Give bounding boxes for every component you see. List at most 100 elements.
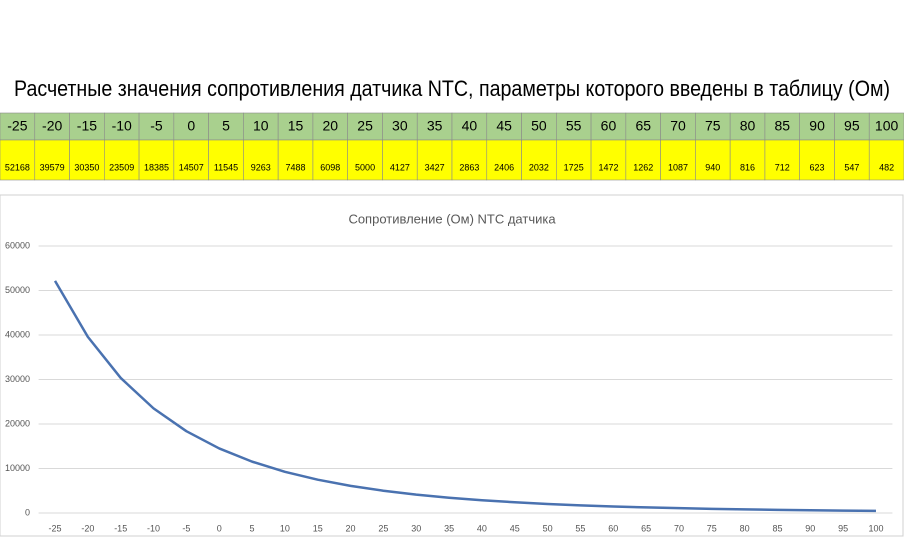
header-cell: [416, 112, 453, 141]
value-cell: [104, 139, 140, 181]
y-tick-label: 60000: [5, 240, 30, 250]
x-tick-label: 35: [444, 523, 454, 533]
value-text: 4127: [390, 162, 410, 172]
header-cell: [208, 112, 244, 141]
header-text: 75: [705, 118, 721, 134]
header-text: 85: [775, 118, 791, 134]
header-text: 5: [222, 118, 230, 134]
value-cell: [695, 139, 731, 181]
y-tick-label: 10000: [5, 463, 30, 473]
value-cell: [625, 139, 661, 181]
header-text: -5: [150, 118, 163, 134]
value-cell: [243, 139, 279, 181]
x-tick-label: 45: [510, 523, 520, 533]
value-text: 30350: [74, 162, 99, 172]
x-tick-label: 10: [280, 523, 290, 533]
header-text: 50: [531, 118, 547, 134]
heading: Расчетные значения сопротивления датчика…: [14, 76, 890, 101]
x-tick-label: 25: [378, 523, 388, 533]
value-text: 2863: [459, 162, 479, 172]
header-text: 70: [670, 118, 686, 134]
x-tick-label: 70: [674, 523, 684, 533]
value-cell: [799, 139, 835, 181]
y-tick-label: 40000: [5, 329, 30, 339]
header-cell: [590, 112, 627, 141]
value-text: 6098: [320, 162, 340, 172]
value-text: 5000: [355, 162, 375, 172]
x-tick-label: 60: [608, 523, 618, 533]
header-cell: [625, 112, 661, 141]
chart-title: Сопротивление (Ом) NTC датчика: [348, 211, 556, 226]
y-tick-label: 50000: [5, 285, 30, 295]
value-text: 39579: [40, 162, 65, 172]
value-text: 1087: [668, 162, 688, 172]
value-text: 7488: [286, 162, 306, 172]
value-text: 18385: [144, 162, 169, 172]
chart-area: [0, 194, 904, 537]
x-tick-label: -5: [182, 523, 190, 533]
x-tick-label: 90: [805, 523, 815, 533]
value-cell: [451, 139, 488, 181]
header-cell: [0, 112, 36, 141]
x-tick-label: -10: [147, 523, 160, 533]
header-cell: [486, 112, 522, 141]
value-cell: [173, 139, 209, 181]
header-cell: [695, 112, 731, 141]
value-cell: [416, 139, 453, 181]
value-text: 3427: [425, 162, 445, 172]
header-text: 45: [496, 118, 512, 134]
x-tick-label: 80: [740, 523, 750, 533]
value-text: 712: [775, 162, 790, 172]
header-cell: [868, 112, 904, 141]
value-cell: [556, 139, 592, 181]
value-cell: [138, 139, 175, 181]
x-tick-label: 20: [346, 523, 356, 533]
header-cell: [521, 112, 557, 141]
header-text: 90: [809, 118, 825, 134]
value-text: 1472: [598, 162, 618, 172]
x-tick-label: -15: [114, 523, 127, 533]
header-cell: [277, 112, 314, 141]
header-cell: [556, 112, 592, 141]
header-text: 55: [566, 118, 582, 134]
header-text: 95: [844, 118, 860, 134]
value-cell: [868, 139, 904, 181]
value-cell: [347, 139, 383, 181]
y-tick-label: 30000: [5, 374, 30, 384]
value-text: 2406: [494, 162, 514, 172]
value-text: 1262: [633, 162, 653, 172]
header-text: 100: [875, 118, 899, 134]
header-cell: [382, 112, 418, 141]
header-text: 0: [187, 118, 195, 134]
header-cell: [34, 112, 70, 141]
value-text: 547: [844, 162, 859, 172]
x-tick-label: 65: [641, 523, 651, 533]
value-cell: [834, 139, 870, 181]
header-text: 20: [323, 118, 339, 134]
value-cell: [660, 139, 696, 181]
x-tick-label: 15: [313, 523, 323, 533]
value-text: 816: [740, 162, 755, 172]
value-cell: [69, 139, 105, 181]
value-text: 2032: [529, 162, 549, 172]
value-cell: [486, 139, 522, 181]
x-tick-label: 0: [217, 523, 222, 533]
x-tick-label: 55: [575, 523, 585, 533]
x-tick-label: 100: [868, 523, 883, 533]
x-tick-label: 95: [838, 523, 848, 533]
value-cell: [312, 139, 348, 181]
value-cell: [521, 139, 557, 181]
header-text: 35: [427, 118, 443, 134]
x-tick-label: 85: [772, 523, 782, 533]
header-text: 15: [288, 118, 304, 134]
value-cell: [0, 139, 36, 181]
line-series: [53, 280, 876, 513]
header-text: -20: [42, 118, 62, 134]
value-text: 623: [810, 162, 825, 172]
header-cell: [799, 112, 835, 141]
value-cell: [382, 139, 418, 181]
y-tick-label: 20000: [5, 418, 30, 428]
x-tick-label: 5: [250, 523, 255, 533]
header-cell: [243, 112, 279, 141]
